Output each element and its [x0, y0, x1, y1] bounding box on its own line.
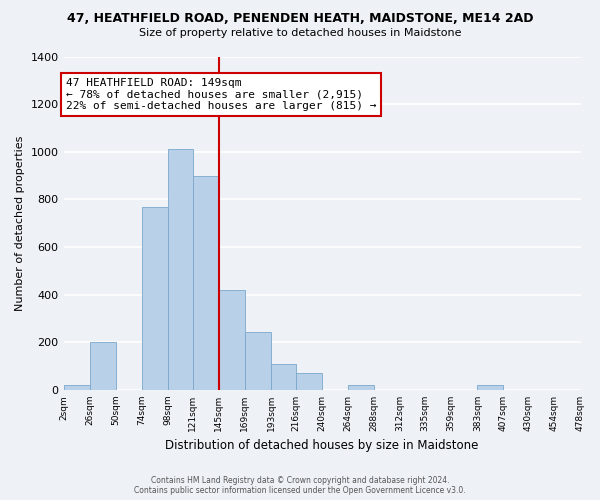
- Bar: [64, 385, 89, 390]
- Bar: [168, 150, 193, 390]
- Bar: [193, 176, 219, 390]
- Y-axis label: Number of detached properties: Number of detached properties: [15, 136, 25, 311]
- Bar: [271, 364, 296, 390]
- Bar: [219, 290, 245, 390]
- Bar: [296, 374, 322, 390]
- Text: 47 HEATHFIELD ROAD: 149sqm
← 78% of detached houses are smaller (2,915)
22% of s: 47 HEATHFIELD ROAD: 149sqm ← 78% of deta…: [66, 78, 376, 111]
- Text: 47, HEATHFIELD ROAD, PENENDEN HEATH, MAIDSTONE, ME14 2AD: 47, HEATHFIELD ROAD, PENENDEN HEATH, MAI…: [67, 12, 533, 26]
- Bar: [348, 385, 374, 390]
- X-axis label: Distribution of detached houses by size in Maidstone: Distribution of detached houses by size …: [166, 440, 479, 452]
- Text: Size of property relative to detached houses in Maidstone: Size of property relative to detached ho…: [139, 28, 461, 38]
- Bar: [478, 385, 503, 390]
- Bar: [142, 206, 168, 390]
- Text: Contains HM Land Registry data © Crown copyright and database right 2024.
Contai: Contains HM Land Registry data © Crown c…: [134, 476, 466, 495]
- Bar: [89, 342, 116, 390]
- Bar: [245, 332, 271, 390]
